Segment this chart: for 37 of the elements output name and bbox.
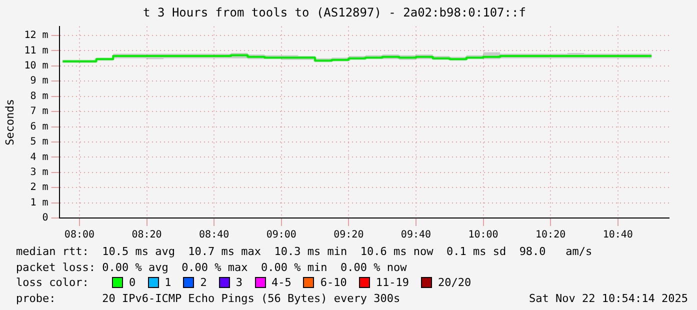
- text: probe: 20 IPv6-ICMP Echo Pings (56 Bytes) every 300s: [16, 290, 400, 306]
- x-tick-label: 10:00: [468, 230, 498, 241]
- x-tick-label: 09:00: [266, 230, 296, 241]
- x-tick-label: 10:20: [535, 230, 566, 241]
- y-tick-label: 9 m: [30, 76, 48, 87]
- text: median rtt: 10.5 ms avg 10.7 ms max 10.3 ms min 10.6 ms now 0.1 ms sd 98.0 am/s: [16, 244, 594, 260]
- x-tick-label: 09:40: [400, 230, 432, 241]
- y-tick-label: 8 m: [30, 90, 48, 102]
- x-tick-label: 10:40: [602, 230, 633, 241]
- y-tick-label: 12 m: [24, 30, 48, 42]
- y-tick-label: 10 m: [24, 60, 48, 72]
- x-tick-label: 08:20: [132, 230, 162, 241]
- x-tick-label: 08:40: [199, 230, 230, 241]
- x-tick-label: 09:20: [334, 230, 364, 241]
- text: 1: [164, 275, 172, 290]
- text: packet loss: 0.00 % avg 0.00 % max 0.00 % min 0.00 % now: [16, 260, 408, 275]
- y-tick-label: 3 m: [30, 166, 48, 178]
- y-tick-label: 4 m: [30, 152, 48, 163]
- x-tick-label: 08:00: [64, 230, 95, 241]
- y-tick-label: 0: [42, 212, 48, 224]
- text: loss color:: [16, 275, 90, 290]
- text: 4-5: [272, 275, 292, 290]
- text: 20/20: [438, 275, 472, 290]
- text: 0: [129, 275, 136, 290]
- y-tick-label: 1 m: [30, 197, 48, 208]
- y-tick-label: 7 m: [30, 106, 48, 118]
- y-tick-label: 11 m: [24, 45, 48, 56]
- y-tick-label: 5 m: [30, 136, 48, 148]
- text: 11-19: [376, 275, 409, 290]
- y-axis-title: Seconds: [3, 99, 16, 146]
- y-tick-label: 2 m: [30, 182, 48, 194]
- text: Sat Nov 22 10:54:14 2025: [529, 290, 688, 306]
- chart-title: t 3 Hours from tools to (AS12897) - 2a02:b98:0:107::f: [143, 5, 526, 20]
- text: 2: [200, 275, 207, 290]
- text: 6-10: [320, 275, 347, 290]
- y-tick-label: 6 m: [30, 121, 48, 132]
- text: 3: [236, 275, 242, 290]
